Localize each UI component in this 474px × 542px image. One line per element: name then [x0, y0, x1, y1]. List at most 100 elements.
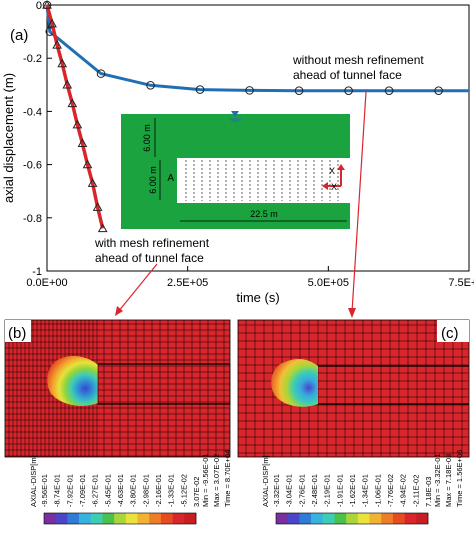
colorbar-swatch — [357, 513, 370, 524]
legend-b-value: -1.33E-01 — [167, 474, 176, 507]
x-tick-label: 0.0E+00 — [26, 277, 67, 289]
data-point — [82, 159, 93, 169]
colorbar-swatch — [67, 513, 80, 524]
legend-c-stat: Time = 1.56E+06 — [455, 450, 464, 507]
data-point — [42, 0, 52, 9]
colorbar-swatch — [311, 513, 324, 524]
x-ticks: 0.0E+00 2.5E+05 5.0E+05 7.5E+05 — [26, 266, 474, 289]
data-point — [245, 86, 254, 95]
mesh-b-background — [5, 320, 230, 457]
legend-b-value: -7.09E-01 — [78, 474, 87, 507]
data-point — [294, 86, 304, 95]
legend-c: AXIAL-DISP[m] -3.32E-01 -3.04E-01 -2.76E-0… — [261, 450, 464, 525]
y-tick-label: 0 — [36, 0, 42, 12]
y-tick-label: -0.4 — [23, 106, 42, 118]
y-tick-label: -0.6 — [23, 160, 42, 172]
colorbar-swatch — [102, 513, 115, 524]
inset-axis-x2: X — [331, 182, 337, 192]
legend-b: AXIAL-DISP[m] -9.56E-01 -8.74E-01 -7.92E-0… — [29, 450, 232, 525]
x-tick-label: 5.0E+05 — [308, 277, 349, 289]
inset-mesh-lines — [185, 160, 339, 201]
y-tick-label: -1 — [32, 266, 42, 278]
inset-dim-length: 22.5 m — [250, 209, 278, 219]
legend-c-value: -2.76E-01 — [297, 474, 306, 507]
legend-c-value: -3.04E-01 — [285, 474, 294, 507]
x-axis-label: time (s) — [236, 290, 279, 305]
data-point — [62, 79, 73, 89]
series-line-1 — [45, 4, 105, 229]
legend-c-title: AXIAL-DISP[m] — [261, 455, 270, 507]
inset-axes-icon: X X — [322, 164, 345, 192]
tunnel-inset: 6.00 m 6.00 m 22.5 m A X X — [121, 111, 350, 229]
data-point — [97, 223, 108, 233]
legend-c-value: -1.91E-01 — [335, 474, 344, 507]
legend-b-value: -5.12E-02 — [179, 474, 188, 507]
data-point — [72, 119, 83, 129]
inset-axis-x1: X — [329, 166, 335, 176]
panel-label-b: (b) — [8, 325, 26, 342]
legend-b-stat: Time = 8.70E+04 — [223, 450, 232, 507]
legend-b-value: 3.07E-02 — [192, 477, 201, 507]
legend-b-value: -3.80E-01 — [129, 474, 138, 507]
x-tick-label: 2.5E+05 — [167, 277, 208, 289]
data-point — [344, 86, 353, 95]
legend-b-value: -7.92E-01 — [65, 474, 74, 507]
legend-b-value: -5.45E-01 — [103, 474, 112, 507]
legend-c-value: -3.32E-01 — [272, 474, 281, 507]
legend-b-title: AXIAL-DISP[m] — [29, 455, 38, 507]
colorbar-swatch — [44, 513, 56, 524]
colorbar-swatch — [79, 513, 92, 524]
colorbar-swatch — [172, 513, 185, 524]
mesh-panel-c: (c) — [237, 319, 470, 458]
annotation-with-1: with mesh refinement — [94, 236, 210, 250]
mesh-c-grid — [238, 320, 469, 457]
inset-dim-lower: 6.00 m — [148, 166, 158, 194]
colorbar-swatch — [287, 513, 300, 524]
data-point — [146, 81, 155, 90]
legend-c-value: -4.94E-02 — [399, 474, 408, 507]
legend-b-value: -9.56E-01 — [40, 474, 49, 507]
arrow-to-panel-c — [351, 91, 367, 313]
colorbar-swatch — [160, 513, 173, 524]
colorbar-swatch — [404, 513, 417, 524]
y-ticks: 0 -0.2 -0.4 -0.6 -0.8 -1 — [23, 0, 52, 278]
colorbar-swatch — [149, 513, 162, 524]
colorbar-swatch — [334, 513, 347, 524]
colorbar-swatch — [90, 513, 103, 524]
legend-b-value: -6.27E-01 — [91, 474, 100, 507]
data-point — [384, 86, 394, 95]
colorbar-swatch — [114, 513, 127, 524]
y-tick-label: -0.8 — [23, 213, 42, 225]
legend-c-value: -2.19E-01 — [323, 474, 332, 507]
colorbar-swatch — [369, 513, 382, 524]
legend-c-stat: Max = 7.18E-03 — [444, 454, 453, 507]
panel-label-b-box — [5, 320, 31, 342]
colorbar-swatch — [184, 513, 197, 524]
colorbar-frame — [43, 512, 197, 525]
chart-axial-displacement: 0 -0.2 -0.4 -0.6 -0.8 -1 0.0E+00 2.5E+05 5.0E+0… — [1, 0, 474, 305]
x-tick-label: 7.5E+05 — [448, 277, 474, 289]
panel-label-a: (a) — [10, 27, 28, 44]
legend-b-value: -8.74E-01 — [53, 474, 62, 507]
colorbar-frame — [275, 512, 429, 525]
annotation-with-2: ahead of tunnel face — [95, 251, 204, 265]
mesh-panel-b: (b) — [4, 319, 231, 458]
data-point — [52, 39, 62, 49]
colorbar-swatch — [392, 513, 405, 524]
legend-c-value: 7.18E-03 — [424, 477, 433, 507]
series-layer — [42, 0, 469, 233]
legend-c-value: -2.11E-02 — [411, 475, 420, 507]
mesh-b-contour — [47, 356, 98, 406]
series-line-0 — [45, 4, 469, 93]
colorbar-swatch — [381, 513, 394, 524]
data-point — [92, 202, 103, 211]
data-point — [47, 18, 57, 28]
inset-tunnel — [177, 158, 350, 203]
legend-b-value: -2.16E-01 — [154, 474, 163, 507]
legend-c-value: -7.76E-02 — [386, 474, 395, 507]
data-point — [195, 85, 205, 94]
legend-b-value: -4.63E-01 — [116, 474, 125, 507]
legend-c-value: -1.62E-01 — [348, 474, 357, 507]
colorbar-swatch — [416, 513, 429, 524]
